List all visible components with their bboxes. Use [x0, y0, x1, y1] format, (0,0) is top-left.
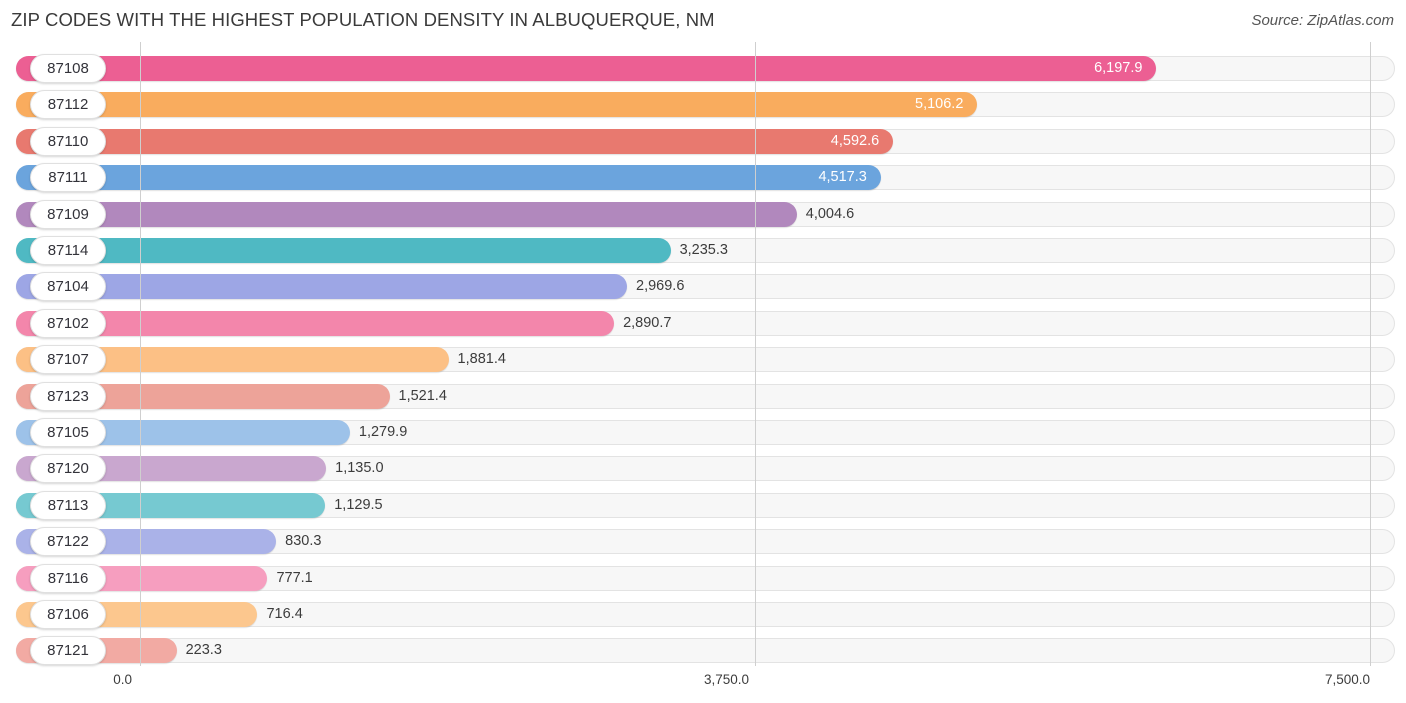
bar-value-label: 1,881.4 [457, 351, 506, 368]
bar-track [16, 638, 1395, 664]
bar-value-label: 777.1 [276, 569, 313, 586]
page-title: ZIP CODES WITH THE HIGHEST POPULATION DE… [11, 9, 715, 30]
plot-area: 6,197.9 87108 5,106.2 87112 4,592.6 87110 4,51… [0, 42, 1406, 666]
bar-value-label: 1,521.4 [398, 387, 447, 404]
zip-code-label[interactable]: 87102 [30, 308, 106, 338]
bar-row[interactable]: 5,106.2 87112 [0, 89, 1406, 120]
zip-code-label[interactable]: 87113 [30, 490, 106, 520]
bar-fill[interactable] [16, 92, 978, 118]
zip-code-label[interactable]: 87108 [30, 54, 106, 83]
zip-code-label[interactable]: 87106 [30, 600, 106, 629]
bar-row[interactable]: 6,197.9 87108 [0, 53, 1406, 83]
zip-code-label[interactable]: 87116 [30, 563, 106, 593]
bar-fill[interactable] [16, 56, 1157, 81]
chart-header: ZIP CODES WITH THE HIGHEST POPULATION DE… [0, 0, 1406, 42]
bar-fill[interactable] [16, 238, 671, 263]
bar-row[interactable]: 223.3 87121 [0, 635, 1406, 666]
bar-value-label: 1,279.9 [358, 424, 408, 440]
bar-row[interactable]: 1,521.4 87123 [0, 381, 1406, 411]
zip-code-label[interactable]: 87111 [30, 163, 106, 193]
zip-code-label[interactable]: 87109 [30, 199, 106, 229]
zip-code-label[interactable]: 87122 [30, 527, 106, 557]
bar-value-label: 1,129.5 [334, 496, 383, 513]
bar-value-label: 830.3 [285, 533, 322, 550]
bar-value-label: 6,197.9 [1094, 60, 1143, 76]
bar-value-label: 716.4 [266, 606, 303, 622]
bar-value-label: 5,106.2 [915, 96, 964, 113]
x-axis-tick-label: 7,500.0 [1324, 672, 1370, 687]
bar-fill[interactable] [16, 274, 627, 300]
zip-code-label[interactable]: 87121 [30, 636, 106, 666]
bar-row[interactable]: 716.4 87106 [0, 599, 1406, 629]
bar-fill[interactable] [16, 310, 615, 336]
bar-value-label: 4,004.6 [805, 205, 855, 222]
bar-row[interactable]: 1,279.9 87105 [0, 417, 1406, 447]
bar-value-label: 223.3 [185, 642, 222, 659]
zip-code-label[interactable]: 87104 [30, 272, 106, 302]
zip-code-label[interactable]: 87120 [30, 454, 106, 484]
bar-value-label: 3,235.3 [679, 242, 728, 258]
bar-row[interactable]: 3,235.3 87114 [0, 235, 1406, 265]
bar-fill[interactable] [16, 165, 881, 191]
bar-value-label: 4,517.3 [818, 169, 867, 186]
zip-code-label[interactable]: 87123 [30, 381, 106, 411]
zip-code-label[interactable]: 87114 [30, 236, 106, 265]
bar-value-label: 1,135.0 [335, 460, 384, 477]
bar-row[interactable]: 1,881.4 87107 [0, 344, 1406, 375]
bar-row[interactable]: 777.1 87116 [0, 563, 1406, 593]
source-attribution: Source: ZipAtlas.com [1251, 12, 1394, 29]
bar-row[interactable]: 1,129.5 87113 [0, 490, 1406, 520]
bar-row[interactable]: 1,135.0 87120 [0, 453, 1406, 484]
bar-fill[interactable] [16, 128, 894, 154]
bar-value-label: 4,592.6 [830, 132, 880, 149]
gridline-0 [140, 42, 141, 666]
bar-row[interactable]: 2,890.7 87102 [0, 308, 1406, 338]
x-axis-tick-label: 0.0 [113, 672, 132, 687]
bar-fill[interactable] [16, 201, 797, 227]
x-axis: 0.0 3,750.0 7,500.0 [0, 666, 1406, 703]
bar-row[interactable]: 4,517.3 87111 [0, 162, 1406, 193]
zip-code-label[interactable]: 87107 [30, 345, 106, 375]
zip-code-label[interactable]: 87112 [30, 90, 106, 120]
zip-code-label[interactable]: 87105 [30, 418, 106, 447]
bar-row[interactable]: 4,592.6 87110 [0, 126, 1406, 156]
x-axis-tick-label: 3,750.0 [703, 672, 749, 687]
gridline-2 [1370, 42, 1371, 666]
bar-row[interactable]: 4,004.6 87109 [0, 199, 1406, 229]
gridline-1 [755, 42, 756, 666]
zip-code-label[interactable]: 87110 [30, 126, 106, 156]
bar-value-label: 2,969.6 [636, 278, 685, 295]
bar-row[interactable]: 830.3 87122 [0, 526, 1406, 557]
bar-row[interactable]: 2,969.6 87104 [0, 271, 1406, 302]
bar-value-label: 2,890.7 [623, 314, 672, 331]
